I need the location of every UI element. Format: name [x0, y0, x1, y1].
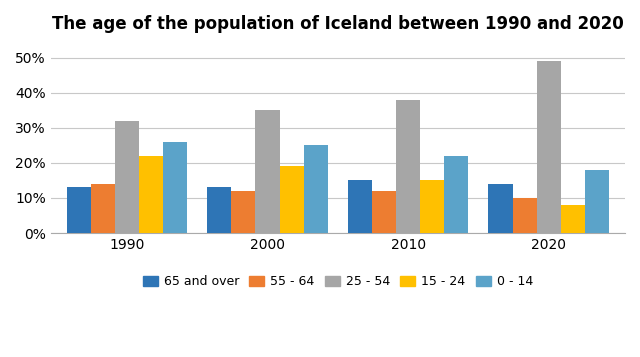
- Bar: [396, 100, 420, 233]
- Bar: [444, 156, 468, 233]
- Bar: [91, 184, 115, 233]
- Bar: [207, 187, 232, 233]
- Bar: [67, 187, 91, 233]
- Legend: 65 and over, 55 - 64, 25 - 54, 15 - 24, 0 - 14: 65 and over, 55 - 64, 25 - 54, 15 - 24, …: [138, 270, 538, 293]
- Bar: [585, 170, 609, 233]
- Bar: [163, 142, 187, 233]
- Title: The age of the population of Iceland between 1990 and 2020: The age of the population of Iceland bet…: [52, 15, 624, 33]
- Bar: [303, 145, 328, 233]
- Bar: [280, 166, 303, 233]
- Bar: [139, 156, 163, 233]
- Bar: [348, 180, 372, 233]
- Bar: [232, 191, 255, 233]
- Bar: [255, 110, 280, 233]
- Bar: [115, 121, 139, 233]
- Bar: [488, 184, 513, 233]
- Bar: [420, 180, 444, 233]
- Bar: [536, 61, 561, 233]
- Bar: [561, 205, 585, 233]
- Bar: [513, 198, 536, 233]
- Bar: [372, 191, 396, 233]
